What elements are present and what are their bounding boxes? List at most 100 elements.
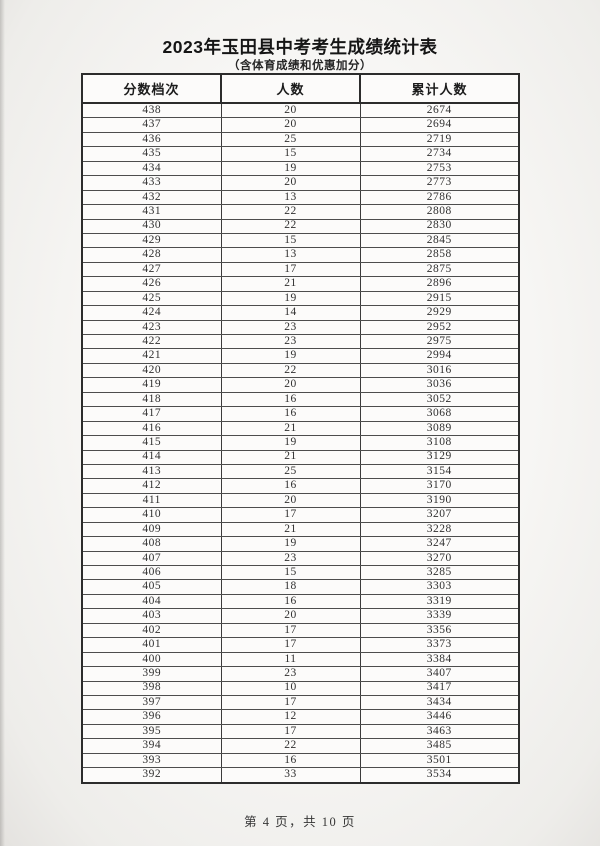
score-level-cell: 402 — [81, 622, 222, 639]
count-cell: 23 — [220, 319, 361, 336]
count-cell: 15 — [220, 564, 361, 581]
table-row: 414 21 3129 — [81, 449, 520, 465]
score-level-cell: 432 — [81, 189, 222, 206]
count-cell: 22 — [220, 218, 361, 234]
cumulative-count-cell: 2694 — [359, 117, 520, 133]
table-row: 418 16 3052 — [81, 391, 520, 408]
count-cell: 20 — [220, 608, 361, 624]
count-cell: 22 — [220, 204, 361, 220]
score-level-cell: 436 — [81, 131, 222, 148]
table-row: 396 12 3446 — [81, 709, 520, 725]
table-row: 398 10 3417 — [81, 680, 520, 696]
cumulative-count-cell: 3016 — [359, 362, 520, 379]
score-level-cell: 399 — [81, 666, 222, 682]
table-row: 409 21 3228 — [81, 521, 520, 538]
header-cumulative-count: 累计人数 — [359, 73, 520, 104]
table-row: 405 18 3303 — [81, 579, 520, 595]
table-row: 425 19 2915 — [81, 290, 520, 307]
score-level-cell: 413 — [81, 463, 222, 480]
cumulative-count-cell: 2875 — [359, 261, 520, 278]
page-subtitle: （含体育成绩和优惠加分） — [228, 60, 372, 72]
score-level-cell: 414 — [81, 449, 222, 465]
score-level-cell: 422 — [81, 333, 222, 350]
cumulative-count-cell: 2719 — [359, 131, 520, 148]
score-level-cell: 419 — [81, 377, 222, 393]
score-level-cell: 407 — [81, 550, 222, 567]
cumulative-count-cell: 3303 — [359, 579, 520, 595]
count-cell: 20 — [220, 175, 361, 191]
cumulative-count-cell: 3463 — [359, 723, 520, 740]
count-cell: 12 — [220, 709, 361, 725]
score-level-cell: 405 — [81, 579, 222, 595]
cumulative-count-cell: 3089 — [359, 420, 520, 437]
cumulative-count-cell: 3170 — [359, 478, 520, 494]
score-level-cell: 401 — [81, 637, 222, 653]
table-row: 438 20 2674 — [81, 102, 520, 119]
cumulative-count-cell: 2929 — [359, 305, 520, 321]
count-cell: 25 — [220, 131, 361, 148]
score-level-cell: 416 — [81, 420, 222, 437]
score-level-cell: 418 — [81, 391, 222, 408]
table-row: 407 23 3270 — [81, 550, 520, 567]
count-cell: 23 — [220, 666, 361, 682]
count-cell: 23 — [220, 550, 361, 567]
score-level-cell: 403 — [81, 608, 222, 624]
score-level-cell: 397 — [81, 694, 222, 711]
cumulative-count-cell: 3339 — [359, 608, 520, 624]
score-level-cell: 430 — [81, 218, 222, 234]
count-cell: 22 — [220, 362, 361, 379]
table-row: 395 17 3463 — [81, 723, 520, 740]
table-row: 408 19 3247 — [81, 536, 520, 552]
count-cell: 33 — [220, 767, 361, 784]
count-cell: 25 — [220, 463, 361, 480]
cumulative-count-cell: 3207 — [359, 507, 520, 523]
page-footer: 第 4 页，共 10 页 — [244, 815, 356, 829]
score-level-cell: 393 — [81, 752, 222, 769]
cumulative-count-cell: 2808 — [359, 204, 520, 220]
count-cell: 14 — [220, 305, 361, 321]
table-row: 404 16 3319 — [81, 593, 520, 610]
table-row: 426 21 2896 — [81, 276, 520, 292]
table-row: 421 19 2994 — [81, 348, 520, 364]
cumulative-count-cell: 3190 — [359, 492, 520, 509]
score-level-cell: 434 — [81, 160, 222, 177]
count-cell: 10 — [220, 680, 361, 696]
cumulative-count-cell: 3407 — [359, 666, 520, 682]
score-table-body: 438 20 2674 437 20 2694 436 25 2719 435 15 2734 434 1… — [81, 102, 520, 784]
cumulative-count-cell: 2773 — [359, 175, 520, 191]
cumulative-count-cell: 3068 — [359, 406, 520, 422]
count-cell: 18 — [220, 579, 361, 595]
score-level-cell: 412 — [81, 478, 222, 494]
count-cell: 23 — [220, 333, 361, 350]
table-row: 431 22 2808 — [81, 204, 520, 220]
cumulative-count-cell: 3434 — [359, 694, 520, 711]
cumulative-count-cell: 3154 — [359, 463, 520, 480]
count-cell: 19 — [220, 536, 361, 552]
table-row: 422 23 2975 — [81, 333, 520, 350]
table-row: 413 25 3154 — [81, 463, 520, 480]
count-cell: 17 — [220, 723, 361, 740]
table-row: 416 21 3089 — [81, 420, 520, 437]
table-row: 402 17 3356 — [81, 622, 520, 639]
table-row: 433 20 2773 — [81, 175, 520, 191]
count-cell: 20 — [220, 492, 361, 509]
table-row: 392 33 3534 — [81, 767, 520, 784]
score-level-cell: 392 — [81, 767, 222, 784]
cumulative-count-cell: 3319 — [359, 593, 520, 610]
cumulative-count-cell: 2975 — [359, 333, 520, 350]
cumulative-count-cell: 2734 — [359, 146, 520, 162]
cumulative-count-cell: 3108 — [359, 435, 520, 451]
cumulative-count-cell: 2845 — [359, 232, 520, 249]
count-cell: 15 — [220, 146, 361, 162]
table-row: 401 17 3373 — [81, 637, 520, 653]
count-cell: 21 — [220, 420, 361, 437]
cumulative-count-cell: 2753 — [359, 160, 520, 177]
table-row: 424 14 2929 — [81, 305, 520, 321]
cumulative-count-cell: 3501 — [359, 752, 520, 769]
cumulative-count-cell: 2915 — [359, 290, 520, 307]
table-row: 427 17 2875 — [81, 261, 520, 278]
count-cell: 19 — [220, 348, 361, 364]
table-row: 423 23 2952 — [81, 319, 520, 336]
table-row: 435 15 2734 — [81, 146, 520, 162]
